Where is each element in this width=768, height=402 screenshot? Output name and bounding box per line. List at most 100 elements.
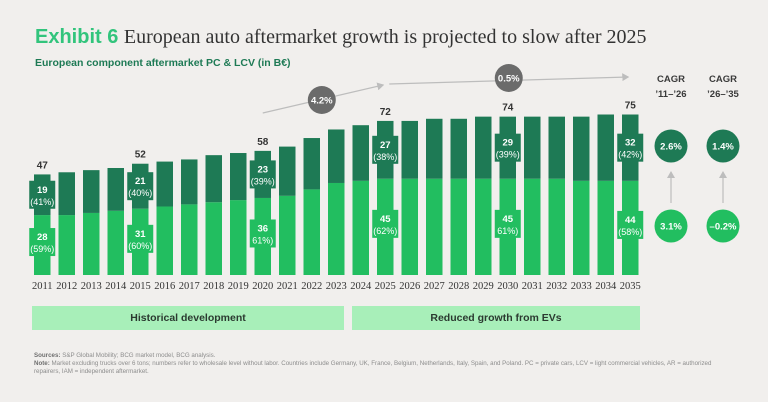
bottom-segment-value: 31 (135, 229, 146, 240)
exhibit-number: Exhibit 6 (35, 26, 119, 48)
phase-band-historical: Historical development (32, 306, 344, 330)
phase-label: Reduced growth from EVs (430, 312, 562, 324)
top-segment-label-box (372, 135, 399, 164)
x-tick-label: 2025 (375, 281, 396, 292)
x-tick-label: 2031 (522, 281, 543, 292)
cagr-bottom-segment-circle (654, 209, 688, 243)
x-tick-label: 2011 (32, 281, 53, 292)
chart-subtitle: European component aftermarket PC & LCV … (35, 57, 291, 69)
x-tick-label: 2028 (448, 281, 469, 292)
bar-top-segment-2027 (426, 118, 443, 179)
top-segment-label-box (127, 172, 154, 201)
cagr-header: CAGR (709, 74, 737, 85)
bar-bottom-segment-2034 (597, 180, 614, 275)
top-segment-label-box (617, 133, 644, 162)
bar-top-segment-2013 (83, 170, 100, 213)
x-tick-label: 2034 (595, 281, 617, 292)
bottom-segment-value: 45 (502, 214, 513, 225)
total-value-label: 58 (257, 137, 269, 148)
sources-label: Sources: (34, 352, 61, 359)
bottom-segment-value: 45 (380, 214, 391, 225)
top-segment-label-box (29, 180, 56, 209)
x-tick-label: 2020 (252, 281, 273, 292)
bar-top-segment-2018 (205, 155, 222, 203)
top-segment-value: 21 (135, 176, 146, 187)
methodology-note: Note: Market excluding trucks over 6 ton… (34, 360, 739, 376)
bar-top-segment-2017 (181, 159, 198, 205)
x-tick-label: 2019 (228, 281, 249, 292)
bar-top-segment-2031 (524, 116, 541, 179)
bar-top-segment-2021 (279, 146, 296, 196)
x-tick-label: 2023 (326, 281, 347, 292)
cagr-bottom-segment-value: 3.1% (660, 222, 682, 233)
bar-top-segment-2024 (352, 125, 369, 181)
note-label: Note: (34, 360, 50, 367)
top-segment-value: 19 (37, 185, 48, 196)
bar-top-segment-2022 (303, 138, 320, 190)
x-tick-label: 2030 (497, 281, 518, 292)
bar-top-segment-2028 (450, 118, 467, 179)
x-tick-label: 2032 (546, 281, 567, 292)
bar-top-segment-2026 (401, 120, 418, 179)
x-tick-label: 2016 (154, 281, 175, 292)
total-value-label: 74 (502, 103, 514, 114)
data-labels: 4719(41%)28(59%)5221(40%)31(60%)5823(39%… (29, 101, 644, 257)
bottom-segment-share: 61%) (252, 235, 273, 245)
bar-bottom-segment-2028 (450, 178, 467, 275)
top-segment-share: (39%) (496, 150, 520, 160)
bar-bottom-segment-2026 (401, 178, 418, 275)
bar-bottom-segment-2031 (524, 178, 541, 275)
bar-bottom-segment-2014 (107, 210, 124, 275)
x-tick-label: 2027 (424, 281, 445, 292)
growth-rate-bubble (494, 64, 523, 92)
cagr-top-segment-circle (654, 129, 688, 163)
bar-bottom-segment-2019 (230, 200, 247, 275)
bottom-segment-label-box (127, 224, 154, 253)
cagr-period: ’26–’35 (707, 89, 739, 100)
bar-top-segment-2033 (573, 116, 590, 181)
top-segment-share: (40%) (128, 188, 152, 198)
bar-bottom-segment-2017 (181, 204, 198, 275)
cagr-top-segment-value: 2.6% (660, 142, 682, 153)
x-tick-label: 2035 (620, 281, 641, 292)
exhibit-title: Exhibit 6 European auto aftermarket grow… (35, 25, 647, 49)
x-tick-label: 2014 (105, 281, 127, 292)
x-tick-label: 2021 (277, 281, 298, 292)
cagr-bottom-segment-circle (706, 209, 740, 243)
x-tick-label: 2015 (130, 281, 151, 292)
note-text: Market excluding trucks over 6 tons; num… (34, 360, 712, 375)
cagr-header: CAGR (657, 74, 685, 85)
top-segment-value: 27 (380, 140, 391, 151)
bar-bottom-segment-2016 (156, 206, 173, 275)
bottom-segment-label-box (249, 219, 276, 248)
bar-top-segment-2019 (230, 153, 247, 201)
bar-bottom-segment-2012 (58, 215, 75, 275)
total-value-label: 75 (625, 101, 637, 112)
cagr-bottom-segment-value: –0.2% (710, 222, 737, 233)
bar-bottom-segment-2029 (475, 178, 492, 275)
x-tick-label: 2033 (571, 281, 592, 292)
bar-top-segment-2014 (107, 168, 124, 211)
bar-bottom-segment-2033 (573, 180, 590, 275)
cagr-panel: CAGR ’11–’26 2.6% 3.1% CAGR ’26–’35 1.4% –0.2% (654, 74, 740, 243)
total-value-label: 72 (380, 107, 392, 118)
phase-label: Historical development (130, 312, 246, 324)
x-tick-label: 2029 (473, 281, 494, 292)
bars (34, 114, 639, 275)
top-segment-label-box (494, 133, 521, 162)
top-segment-share: (41%) (30, 197, 54, 207)
cagr-top-segment-circle (706, 129, 740, 163)
bottom-segment-value: 36 (257, 223, 268, 234)
growth-rate-label: 0.5% (498, 74, 520, 85)
growth-bubbles: 4.2% 0.5% (307, 64, 523, 114)
top-segment-value: 23 (257, 164, 268, 175)
bar-bottom-segment-2022 (303, 189, 320, 275)
bar-top-segment-2023 (328, 129, 345, 183)
bar-top-segment-2032 (548, 116, 565, 179)
x-tick-label: 2024 (350, 281, 372, 292)
top-segment-share: (42%) (618, 150, 642, 160)
sources-text: S&P Global Mobility; BCG market model, B… (60, 352, 216, 359)
bar-bottom-segment-2027 (426, 178, 443, 275)
footnotes: Sources: S&P Global Mobility; BCG market… (34, 352, 739, 376)
top-segment-label-box (249, 160, 276, 189)
